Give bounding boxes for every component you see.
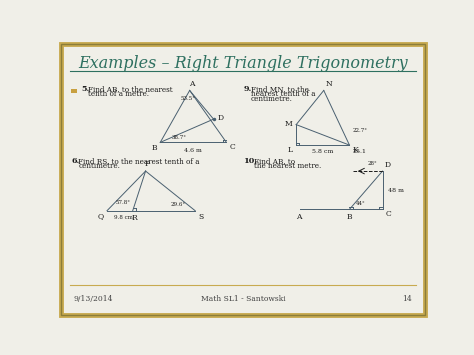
Text: K: K [352, 146, 358, 154]
Text: S: S [198, 213, 203, 221]
Text: tenth of a metre.: tenth of a metre. [88, 90, 149, 98]
Text: P: P [144, 160, 149, 168]
Text: Find RS, to the nearest tenth of a: Find RS, to the nearest tenth of a [78, 157, 200, 165]
Text: nearest tenth of a: nearest tenth of a [251, 90, 316, 98]
Text: B: B [346, 213, 352, 221]
Text: the nearest metre.: the nearest metre. [254, 162, 321, 170]
Text: C: C [385, 211, 391, 218]
Text: 6.: 6. [72, 157, 80, 165]
Text: 48 m: 48 m [388, 188, 403, 193]
Text: 29.6°: 29.6° [171, 202, 186, 207]
Text: 5.8 cm: 5.8 cm [312, 149, 333, 154]
Text: 10.: 10. [244, 157, 258, 165]
Text: B: B [152, 144, 157, 152]
Text: Find AB, to the nearest: Find AB, to the nearest [88, 85, 173, 93]
Text: centimetre.: centimetre. [78, 162, 120, 170]
Text: C: C [230, 143, 236, 152]
Text: 5.: 5. [82, 85, 90, 93]
Text: 22.7°: 22.7° [352, 127, 367, 132]
Text: 38.7°: 38.7° [171, 136, 186, 141]
Text: Find MN, to the: Find MN, to the [251, 85, 309, 93]
Bar [72, 89, 76, 93]
Text: 57.8°: 57.8° [115, 200, 130, 205]
Text: 44°: 44° [356, 201, 366, 206]
Text: A: A [189, 80, 194, 88]
Text: 53.5°: 53.5° [180, 97, 195, 102]
Text: D: D [385, 162, 391, 169]
Text: A: A [296, 213, 301, 221]
Text: 9/13/2014: 9/13/2014 [74, 295, 113, 303]
Text: Find AB, to: Find AB, to [254, 157, 295, 165]
Text: centimetre.: centimetre. [251, 95, 293, 103]
Text: 9.8 cm: 9.8 cm [114, 215, 133, 220]
Text: D: D [217, 114, 223, 122]
Text: Math SL1 - Santowski: Math SL1 - Santowski [201, 295, 285, 303]
Text: 9.: 9. [244, 85, 252, 93]
Text: 25.1: 25.1 [352, 149, 366, 154]
Text: Examples – Right Triangle Trigonometry: Examples – Right Triangle Trigonometry [78, 55, 408, 72]
Text: R: R [132, 214, 137, 222]
Text: L: L [288, 146, 292, 154]
Text: 4.6 m: 4.6 m [184, 148, 202, 153]
Text: N: N [326, 80, 333, 88]
Text: 28°: 28° [367, 161, 377, 166]
Text: 14: 14 [402, 295, 412, 303]
Text: M: M [285, 120, 292, 127]
Text: Q: Q [98, 212, 104, 220]
